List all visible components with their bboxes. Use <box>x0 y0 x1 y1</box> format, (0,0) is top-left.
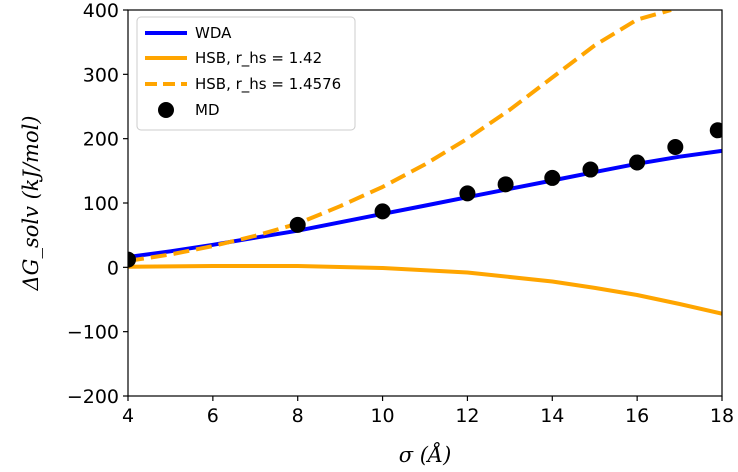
md-point <box>374 203 391 220</box>
y-tick-label: 0 <box>107 257 119 279</box>
x-tick-label: 4 <box>122 405 134 427</box>
x-tick-label: 16 <box>625 405 649 427</box>
md-point <box>289 216 306 233</box>
md-point <box>128 251 136 268</box>
x-axis-label: σ (Å) <box>399 442 452 467</box>
legend: WDA HSB, r_hs = 1.42 HSB, r_hs = 1.4576 MD <box>136 16 356 131</box>
series-line-2 <box>128 10 672 263</box>
x-tick-label: 14 <box>540 405 564 427</box>
x-tick-label: 10 <box>370 405 394 427</box>
legend-label-2: HSB, r_hs = 1.4576 <box>195 75 341 94</box>
y-axis-label: ΔG_solv (kJ/mol) <box>19 116 43 292</box>
y-tick-label: 200 <box>83 129 119 151</box>
y-tick-label: −200 <box>67 386 119 408</box>
md-point <box>582 161 599 178</box>
y-tick-label: 300 <box>83 64 119 86</box>
legend-label-0: WDA <box>195 24 232 42</box>
y-tick-label: 100 <box>83 193 119 215</box>
md-point <box>497 176 514 193</box>
x-tick-label: 12 <box>455 405 479 427</box>
x-tick-label: 18 <box>710 405 734 427</box>
series-line-1 <box>128 264 722 316</box>
md-point <box>459 185 476 202</box>
y-tick-label: −100 <box>67 322 119 344</box>
md-point <box>667 139 684 156</box>
legend-box <box>136 16 356 131</box>
legend-md-marker <box>158 102 174 118</box>
md-point <box>629 154 646 171</box>
series-layer <box>128 10 722 316</box>
x-tick-label: 6 <box>207 405 219 427</box>
md-point <box>544 169 561 186</box>
x-tick-label: 8 <box>292 405 304 427</box>
md-point <box>709 122 722 139</box>
tick-layer: 4 6 8 10 12 14 16 18 −200 −100 0 100 200 300 400 <box>67 0 734 427</box>
y-tick-label: 400 <box>83 0 119 22</box>
legend-label-3: MD <box>195 101 220 119</box>
legend-label-1: HSB, r_hs = 1.42 <box>195 49 322 68</box>
